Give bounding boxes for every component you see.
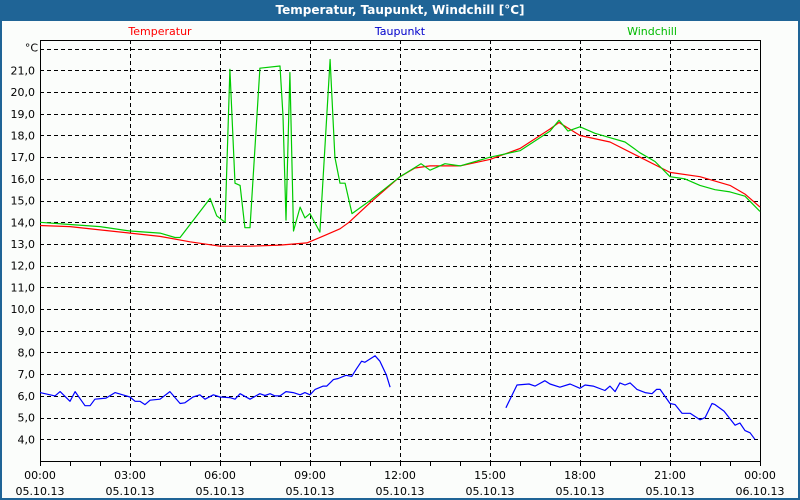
x-tick-time: 21:00 (654, 469, 686, 482)
y-tick-label: 16,0 (11, 173, 36, 186)
y-tick-label: 15,0 (11, 195, 36, 208)
y-axis-unit-label: °C (25, 42, 39, 55)
x-tick-time: 00:00 (24, 469, 56, 482)
y-tick-label: 14,0 (11, 216, 36, 229)
legend-taupunkt: Taupunkt (374, 25, 426, 38)
y-tick-label: 11,0 (11, 281, 36, 294)
y-tick-label: 20,0 (11, 86, 36, 99)
x-tick-time: 03:00 (114, 469, 146, 482)
y-tick-label: 9,0 (18, 325, 36, 338)
x-tick-date: 05.10.13 (466, 485, 515, 498)
y-tick-label: 8,0 (18, 346, 36, 359)
y-tick-label: 13,0 (11, 238, 36, 251)
y-tick-label: 12,0 (11, 260, 36, 273)
x-tick-time: 18:00 (564, 469, 596, 482)
y-tick-label: 17,0 (11, 151, 36, 164)
y-tick-label: 4,0 (18, 433, 36, 446)
x-tick-date: 05.10.13 (196, 485, 245, 498)
x-tick-date: 06.10.13 (736, 485, 785, 498)
series-line-windchill (39, 58, 761, 239)
x-tick-time: 09:00 (294, 469, 326, 482)
x-tick-time: 15:00 (474, 469, 506, 482)
x-tick-time: 06:00 (204, 469, 236, 482)
y-tick-label: 6,0 (18, 390, 36, 403)
series-line-taupunkt (505, 380, 756, 440)
x-tick-date: 05.10.13 (556, 485, 605, 498)
series-line-taupunkt (39, 355, 391, 407)
x-tick-time: 00:00 (744, 469, 776, 482)
x-tick-date: 05.10.13 (106, 485, 155, 498)
y-tick-label: 5,0 (18, 412, 36, 425)
x-tick-date: 05.10.13 (646, 485, 695, 498)
y-tick-label: 10,0 (11, 303, 36, 316)
x-tick-date: 05.10.13 (376, 485, 425, 498)
y-tick-label: 18,0 (11, 129, 36, 142)
x-tick-time: 12:00 (384, 469, 416, 482)
legend-windchill: Windchill (627, 25, 677, 38)
y-tick-label: 21,0 (11, 64, 36, 77)
y-tick-label: 19,0 (11, 108, 36, 121)
legend-temperatur: Temperatur (127, 25, 192, 38)
x-tick-date: 05.10.13 (286, 485, 335, 498)
x-tick-date: 05.10.13 (16, 485, 65, 498)
window-title: Temperatur, Taupunkt, Windchill [°C] (0, 0, 800, 21)
y-tick-label: 7,0 (18, 368, 36, 381)
